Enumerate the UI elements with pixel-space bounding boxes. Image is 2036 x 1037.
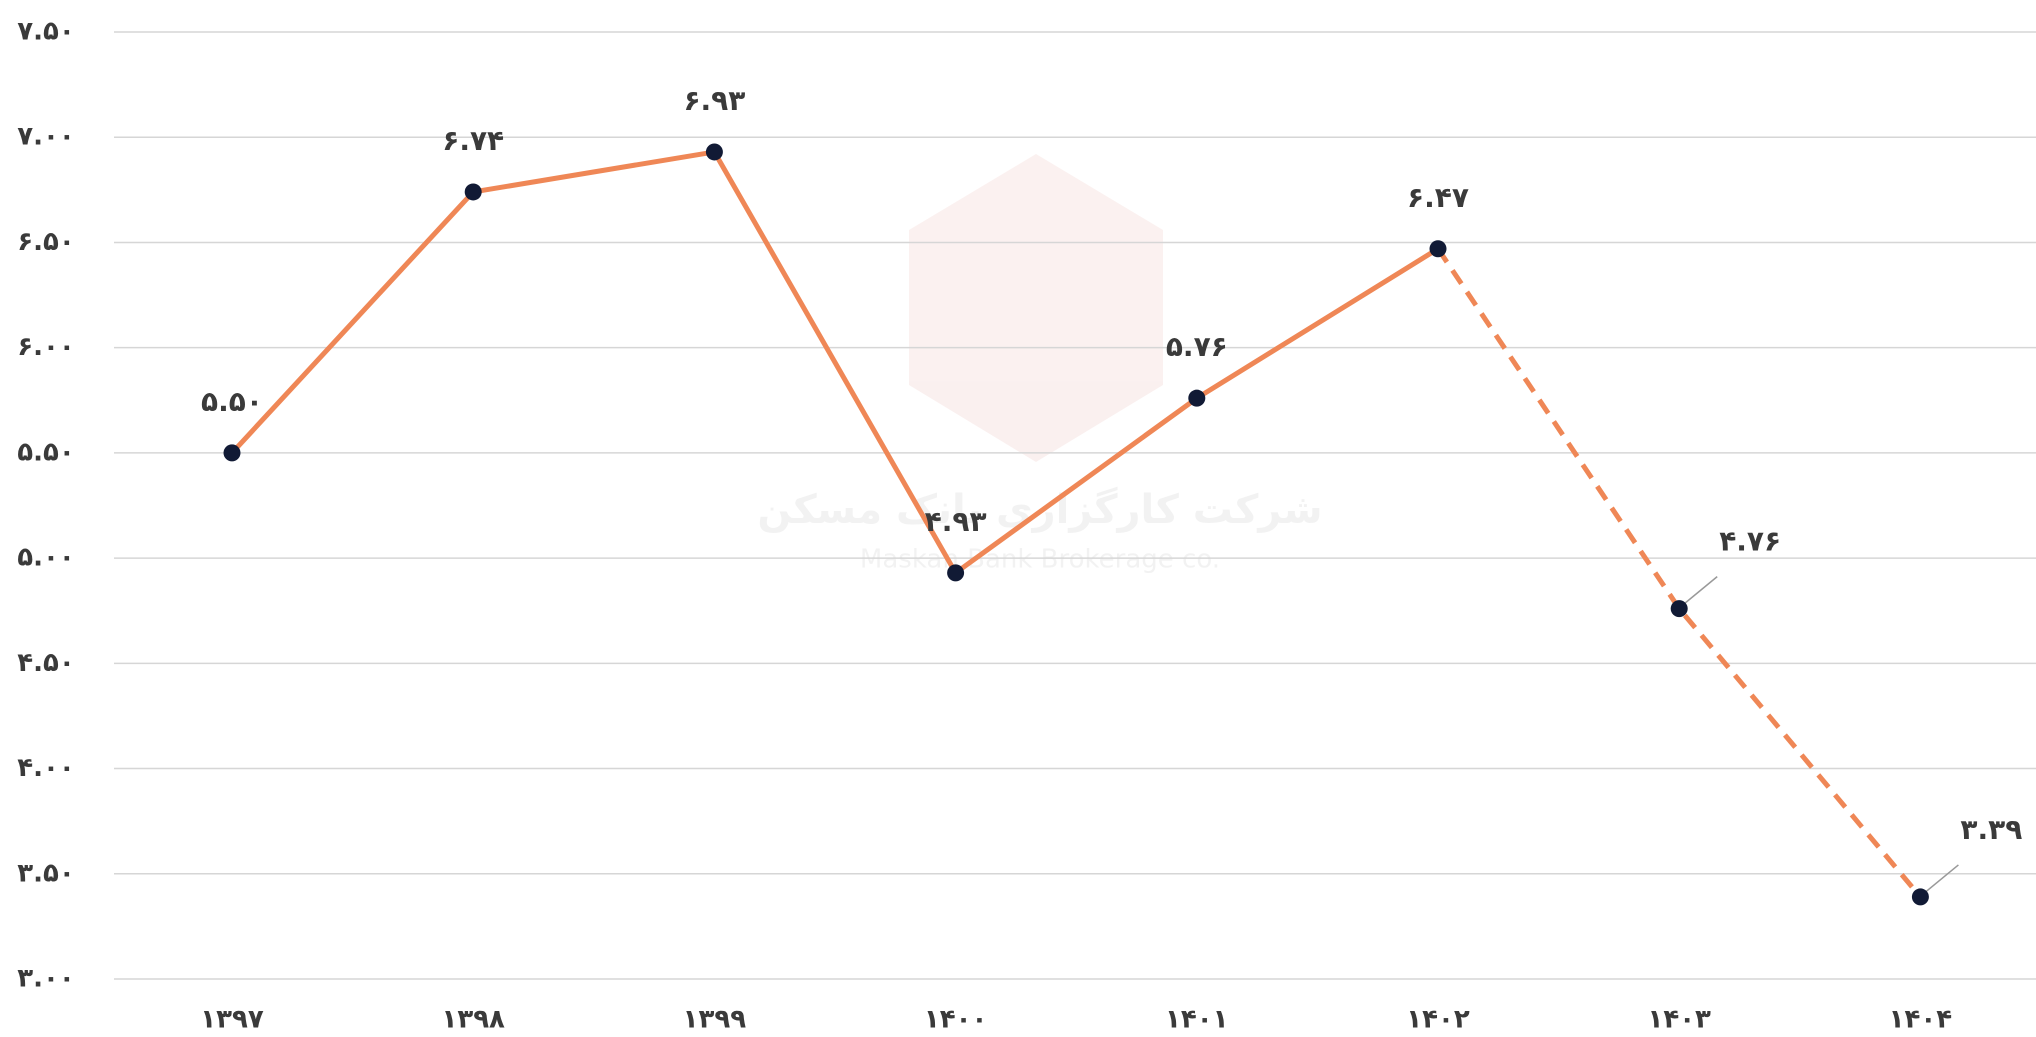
x-tick-label: ۱۴۰۰	[924, 1005, 987, 1035]
leader-line	[1923, 864, 1959, 894]
leader-line	[1682, 576, 1718, 606]
line	[230, 149, 1440, 577]
x-tick-label: ۱۳۹۷	[200, 1005, 264, 1035]
watermark-text: Maskan Bank Brokerage co.	[860, 545, 1220, 575]
point	[705, 143, 723, 161]
data-label: ۳.۳۹	[1960, 813, 2022, 846]
x-tick-label: ۱۴۰۴	[1889, 1005, 1952, 1035]
y-tick-label: ۶.۵۰	[17, 227, 74, 257]
y-tick-label: ۴.۵۰	[17, 648, 74, 678]
point	[464, 183, 482, 201]
data-label: ۴.۷۶	[1719, 525, 1781, 558]
y-tick-label: ۴.۰۰	[17, 753, 74, 783]
watermark-logo	[909, 154, 1163, 462]
x-tick-label: ۱۴۰۱	[1165, 1005, 1228, 1035]
x-tick-label: ۱۳۹۸	[441, 1005, 505, 1035]
point	[1188, 389, 1206, 407]
line-dashed	[1435, 247, 1923, 899]
point	[1670, 600, 1688, 618]
y-tick-label: ۶.۰۰	[17, 332, 74, 362]
point	[1429, 240, 1447, 258]
y-tick-label: ۵.۵۰	[17, 437, 74, 467]
data-label: ۶.۹۳	[683, 84, 745, 117]
x-tick-label: ۱۴۰۲	[1406, 1005, 1470, 1035]
data-label: ۵.۵۰	[201, 385, 263, 418]
data-label: ۵.۷۶	[1166, 330, 1228, 363]
point	[223, 444, 241, 462]
y-tick-label: ۷.۵۰	[17, 17, 74, 47]
x-tick-label: ۱۳۹۹	[683, 1005, 747, 1035]
x-tick-label: ۱۴۰۳	[1647, 1005, 1711, 1035]
data-label: ۶.۴۷	[1407, 181, 1469, 214]
data-label: ۶.۷۴	[442, 124, 504, 157]
y-tick-label: ۳.۵۰	[17, 858, 74, 888]
y-tick-label: ۳.۰۰	[17, 964, 74, 994]
point	[947, 564, 965, 582]
point	[1911, 888, 1929, 906]
y-tick-label: ۵.۰۰	[17, 543, 74, 573]
data-label: ۴.۹۳	[925, 505, 987, 538]
y-tick-label: ۷.۰۰	[17, 122, 74, 152]
